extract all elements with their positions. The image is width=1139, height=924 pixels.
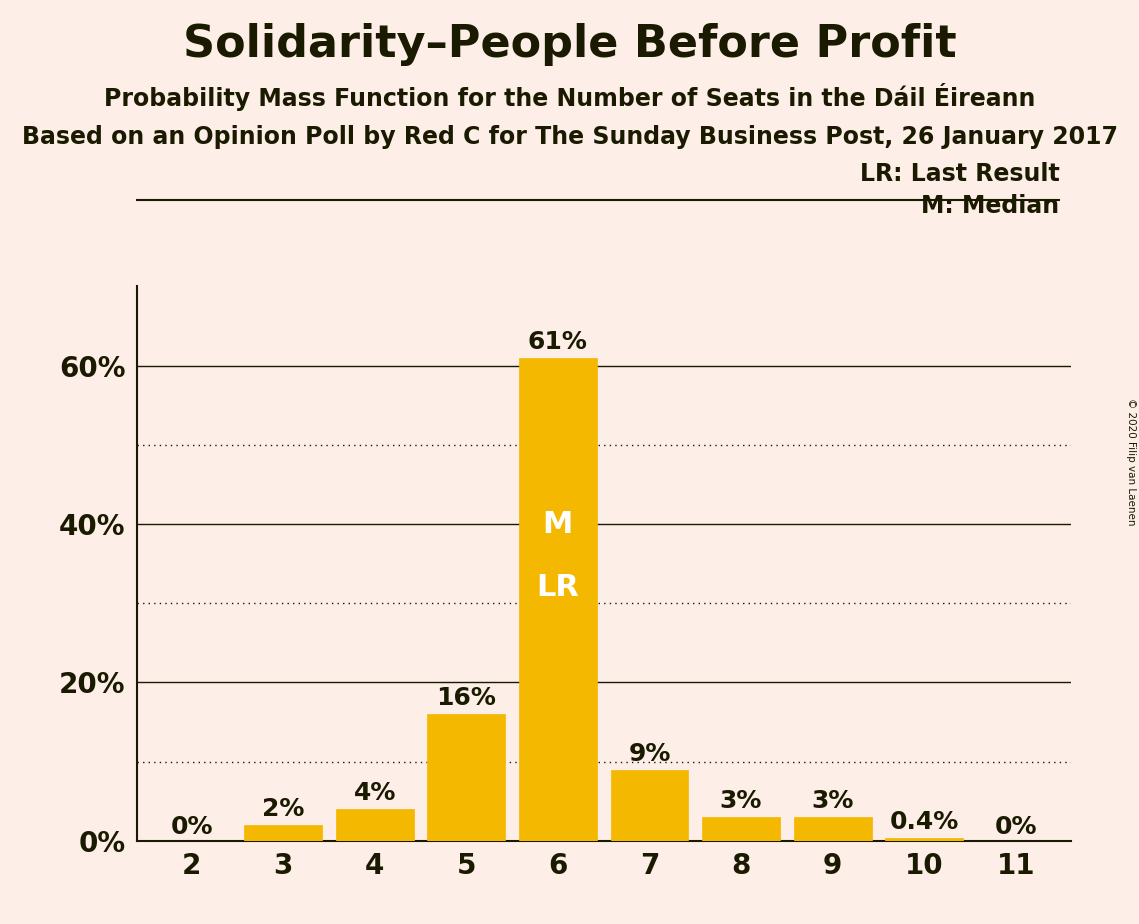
Bar (611, 770, 688, 841)
Text: LR: LR (536, 573, 580, 602)
Text: 4%: 4% (353, 781, 396, 805)
Text: Based on an Opinion Poll by Red C for The Sunday Business Post, 26 January 2017: Based on an Opinion Poll by Red C for Th… (22, 125, 1117, 149)
Text: 16%: 16% (436, 687, 497, 711)
Bar (244, 825, 322, 841)
Bar (519, 358, 597, 841)
Text: M: Median: M: Median (921, 194, 1059, 218)
Text: 9%: 9% (629, 742, 671, 766)
Text: 0%: 0% (171, 815, 213, 839)
Text: 0%: 0% (994, 815, 1036, 839)
Bar (427, 714, 506, 841)
Text: 2%: 2% (262, 797, 304, 821)
Bar (885, 838, 964, 841)
Text: © 2020 Filip van Laenen: © 2020 Filip van Laenen (1126, 398, 1136, 526)
Text: LR: Last Result: LR: Last Result (860, 162, 1059, 186)
Text: Probability Mass Function for the Number of Seats in the Dáil Éireann: Probability Mass Function for the Number… (104, 83, 1035, 111)
Text: M: M (542, 509, 573, 539)
Bar (794, 817, 871, 841)
Text: 61%: 61% (528, 330, 588, 354)
Text: 3%: 3% (720, 789, 762, 813)
Text: 3%: 3% (811, 789, 854, 813)
Text: Solidarity–People Before Profit: Solidarity–People Before Profit (182, 23, 957, 67)
Bar (336, 809, 413, 841)
Text: 0.4%: 0.4% (890, 809, 959, 833)
Bar (702, 817, 780, 841)
